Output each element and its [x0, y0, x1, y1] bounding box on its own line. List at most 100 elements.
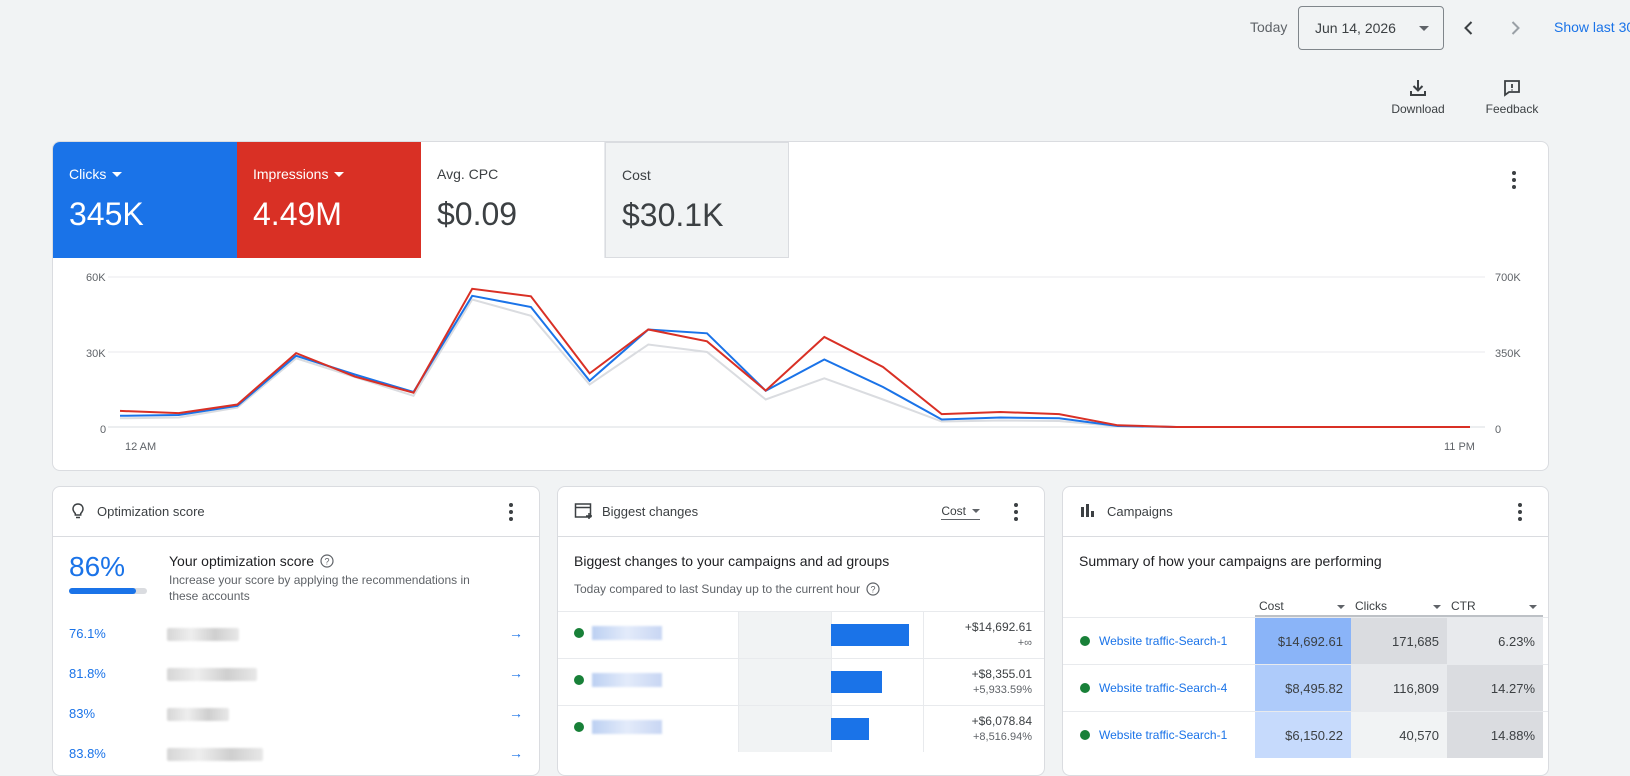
arrow-right-icon[interactable]: → [509, 625, 523, 641]
optimization-title-text: Your optimization score [169, 553, 315, 569]
optimization-score-bar [69, 588, 147, 594]
account-score: 76.1% [69, 626, 106, 641]
campaign-row: Website traffic-Search-4 $8,495.82 116,809… [1063, 664, 1548, 711]
show-last-link[interactable]: Show last 30 [1554, 19, 1630, 35]
biggest-changes-title: Biggest changes to your campaigns and ad… [574, 553, 890, 569]
status-dot [574, 675, 584, 685]
lightbulb-icon [72, 503, 84, 519]
column-label: Clicks [1355, 599, 1387, 613]
campaign-clicks: 40,570 [1351, 712, 1447, 758]
metric-selector[interactable]: Cost [941, 504, 980, 520]
status-dot [574, 628, 584, 638]
column-header-ctr[interactable]: CTR [1447, 599, 1543, 617]
metric-value: 4.49M [253, 196, 342, 232]
arrow-right-icon[interactable]: → [509, 705, 523, 721]
caret-down-icon [112, 171, 123, 177]
svg-text:?: ? [871, 585, 876, 595]
optimization-title: Your optimization score ? [169, 553, 334, 569]
campaign-ctr: 14.27% [1447, 665, 1543, 711]
help-icon[interactable]: ? [866, 582, 880, 596]
metric-label: Impressions [253, 166, 329, 182]
performance-chart [108, 276, 1485, 428]
caret-down-icon [1529, 605, 1537, 609]
redacted-entity-name [592, 626, 662, 640]
campaign-name-link[interactable]: Website traffic-Search-1 [1099, 728, 1228, 742]
metric-avg-cpc[interactable]: Avg. CPC $0.09 [421, 142, 605, 258]
column-header-cost[interactable]: Cost [1255, 599, 1351, 617]
previous-period-button[interactable] [1454, 13, 1484, 43]
comparison-column [738, 612, 832, 658]
column-label: CTR [1451, 599, 1476, 613]
biggest-changes-subtitle: Today compared to last Sunday up to the … [574, 582, 880, 596]
change-row[interactable]: +$14,692.61 +∞ [558, 611, 1044, 658]
account-score: 83.8% [69, 746, 106, 761]
metric-clicks[interactable]: Clicks 345K [53, 142, 237, 258]
series-line-impressions [119, 287, 1470, 428]
x-start-label: 12 AM [125, 441, 157, 453]
feedback-icon [1504, 80, 1520, 97]
campaign-row: Website traffic-Search-1 $14,692.61 171,68… [1063, 617, 1548, 664]
column-header-clicks[interactable]: Clicks [1351, 599, 1447, 617]
date-range-select[interactable]: Jun 14, 2026 [1298, 6, 1444, 50]
campaign-row: Website traffic-Search-1 $6,150.22 40,570 1… [1063, 711, 1548, 758]
metric-label: Clicks [69, 166, 107, 182]
more-options-icon[interactable] [1508, 500, 1532, 524]
status-dot [1080, 730, 1090, 740]
change-percent: +∞ [1017, 637, 1032, 649]
performance-card: Clicks 345K Impressions 4.49M Avg. CPC $… [52, 141, 1549, 471]
account-row[interactable]: 81.8% → [69, 665, 523, 704]
change-bar [831, 671, 883, 693]
campaign-name-link[interactable]: Website traffic-Search-4 [1099, 681, 1228, 695]
change-row[interactable]: +$6,078.84 +8,516.94% [558, 705, 1044, 752]
column-divider [923, 659, 924, 705]
y-left-tick: 60K [86, 272, 106, 284]
campaign-clicks: 171,685 [1351, 618, 1447, 664]
optimization-score-value: 86% [69, 551, 126, 582]
chevron-down-icon [1419, 26, 1429, 31]
card-header: Biggest changes Cost [558, 487, 1044, 537]
redacted-account-name [167, 748, 263, 761]
chart-more-options-icon[interactable] [1502, 168, 1526, 192]
comparison-column [738, 659, 832, 705]
change-percent: +8,516.94% [972, 731, 1032, 743]
metric-impressions[interactable]: Impressions 4.49M [237, 142, 421, 258]
metric-value: $30.1K [622, 197, 724, 233]
help-icon[interactable]: ? [320, 554, 334, 568]
y-right-tick: 700K [1495, 272, 1521, 284]
top-bar: Today Jun 14, 2026 Show last 30 [0, 0, 1630, 60]
arrow-right-icon[interactable]: → [509, 665, 523, 681]
feedback-button[interactable]: Feedback [1472, 78, 1552, 116]
change-row[interactable]: +$8,355.01 +5,933.59% [558, 658, 1044, 705]
card-title: Biggest changes [602, 504, 699, 519]
change-bar [831, 624, 909, 646]
redacted-account-name [167, 628, 239, 641]
download-button[interactable]: Download [1378, 78, 1458, 116]
change-value: +$14,692.61 [964, 620, 1032, 634]
biggest-changes-card: Biggest changes Cost Biggest changes to … [557, 486, 1045, 776]
metric-cost[interactable]: Cost $30.1K [605, 142, 789, 258]
x-end-label: 11 PM [1444, 441, 1475, 453]
download-label: Download [1391, 102, 1445, 116]
more-options-icon[interactable] [1004, 500, 1028, 524]
arrow-right-icon[interactable]: → [509, 745, 523, 761]
next-period-button[interactable] [1500, 13, 1530, 43]
campaigns-card: Campaigns Summary of how your campaigns … [1062, 486, 1549, 776]
account-row[interactable]: 83.8% → [69, 745, 523, 775]
redacted-account-name [167, 668, 257, 681]
card-title: Optimization score [97, 504, 205, 519]
status-dot [1080, 683, 1090, 693]
feedback-label: Feedback [1485, 102, 1539, 116]
column-label: Cost [1259, 599, 1284, 613]
more-options-icon[interactable] [499, 500, 523, 524]
change-percent: +5,933.59% [972, 684, 1032, 696]
change-bar [831, 718, 870, 740]
account-row[interactable]: 83% → [69, 705, 523, 744]
optimization-score-fill [69, 588, 137, 594]
comparison-column [738, 706, 832, 752]
column-divider [923, 706, 924, 752]
chevron-left-icon [1464, 21, 1473, 35]
status-dot [574, 722, 584, 732]
metric-label: Avg. CPC [437, 166, 499, 182]
campaign-name-link[interactable]: Website traffic-Search-1 [1099, 634, 1228, 648]
account-row[interactable]: 76.1% → [69, 625, 523, 664]
